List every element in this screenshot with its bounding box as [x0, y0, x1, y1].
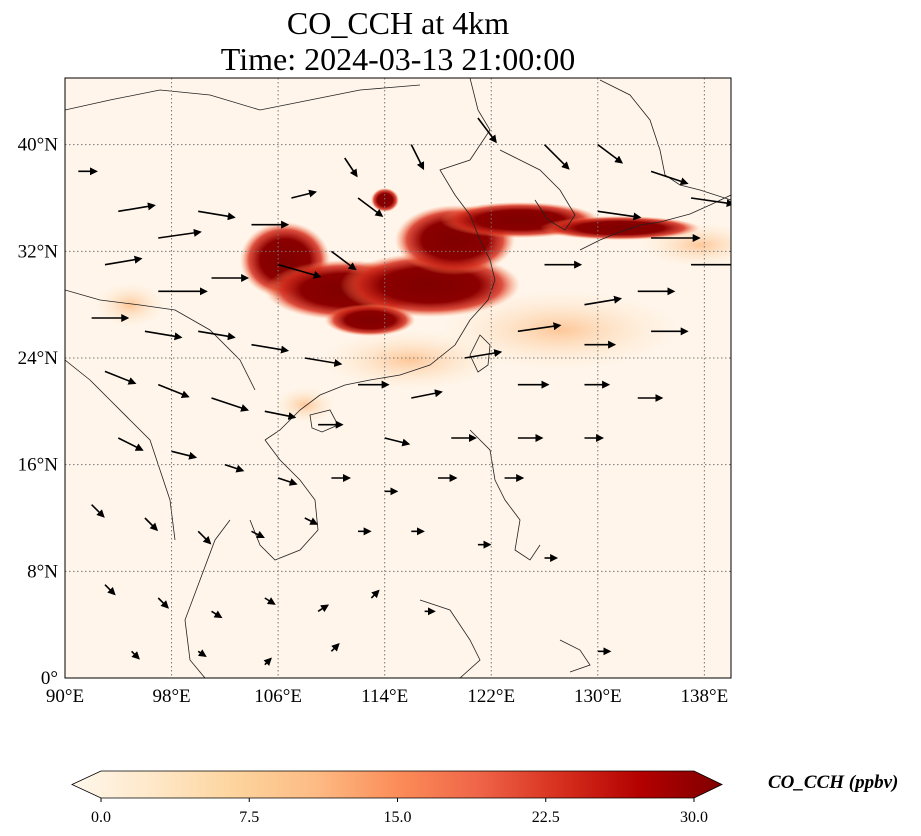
colorbar-tick-label: 30.0	[680, 809, 708, 826]
wind-arrow	[304, 357, 343, 367]
x-tick-label: 106°E	[254, 686, 302, 707]
co-plume	[240, 188, 700, 336]
wind-arrow	[198, 210, 236, 221]
wind-arrow	[144, 330, 183, 341]
wind-arrow	[157, 383, 190, 399]
land-border	[65, 289, 256, 391]
colorbar-ticks: 0.0 7.5 15.0 22.5 30.0	[91, 798, 708, 826]
low-conc-patch	[95, 283, 165, 327]
vietnam-coastline	[249, 439, 319, 561]
colorbar-body	[71, 770, 723, 799]
wind-arrow	[597, 210, 642, 221]
wind-arrow	[104, 255, 143, 266]
sulawesi-coastline	[559, 639, 591, 673]
myanmar-coastline	[65, 359, 176, 541]
y-tick-label: 8°N	[27, 561, 58, 582]
gridlines	[65, 78, 731, 678]
y-tick-label: 40°N	[18, 135, 59, 156]
russia-coastline	[599, 79, 731, 201]
colorbar-label: CO_CCH (ppbv)	[768, 772, 898, 793]
wind-arrow	[597, 144, 624, 164]
wind-arrow	[277, 477, 298, 486]
wind-arrow	[117, 437, 144, 451]
wind-arrow	[211, 397, 250, 412]
wind-arrow	[291, 189, 317, 199]
wind-arrow	[157, 597, 169, 609]
plume-core	[371, 188, 399, 212]
taiwan-coastline	[469, 334, 491, 373]
korea-coastline	[499, 149, 576, 231]
wind-arrow	[543, 144, 570, 170]
x-tick-label: 90°E	[46, 686, 84, 707]
wind-arrow	[690, 197, 731, 208]
borneo-coastline	[419, 599, 481, 678]
x-tick-label: 114°E	[361, 686, 408, 707]
chart-title: CO_CCH at 4km	[287, 5, 509, 41]
wind-arrow	[91, 504, 105, 518]
wind-arrow	[584, 295, 623, 306]
wind-arrow	[344, 157, 358, 178]
x-tick-label: 138°E	[681, 686, 729, 707]
x-tick-label: 122°E	[467, 686, 515, 707]
y-tick-label: 16°N	[18, 455, 59, 476]
colorbar: 0.0 7.5 15.0 22.5 30.0 CO_CCH (ppbv)	[71, 770, 898, 826]
malay-coastline	[184, 519, 231, 678]
wind-arrow	[224, 463, 245, 473]
wind-arrow	[410, 144, 425, 171]
x-tick-label: 130°E	[574, 686, 622, 707]
japan-coastline	[579, 194, 731, 251]
wind-arrow	[317, 604, 330, 613]
x-axis-ticks: 90°E 98°E 106°E 114°E 122°E 130°E 138°E	[46, 686, 728, 707]
wind-arrow	[171, 450, 198, 460]
wind-arrow	[211, 610, 223, 619]
wind-arrow	[370, 589, 380, 599]
y-tick-label: 24°N	[18, 348, 59, 369]
map-panel	[65, 78, 731, 678]
wind-arrow	[264, 410, 297, 421]
wind-arrow	[384, 437, 411, 447]
wind-arrow	[464, 349, 503, 359]
wind-arrow	[158, 228, 202, 239]
wind-arrow	[264, 597, 276, 605]
plume-tail	[540, 216, 700, 240]
y-axis-ticks: 0° 8°N 16°N 24°N 32°N 40°N	[18, 135, 59, 689]
wind-arrow	[517, 322, 562, 333]
y-tick-label: 32°N	[18, 241, 59, 262]
wind-arrow	[357, 197, 384, 217]
map-frame	[64, 77, 732, 679]
hainan-coastline	[309, 409, 339, 433]
colorbar-tick-label: 0.0	[91, 809, 111, 826]
wind-arrow	[477, 117, 497, 144]
low-conc-patch	[320, 330, 500, 390]
wind-arrow	[104, 584, 116, 596]
wind-arrow	[197, 649, 207, 658]
wind-arrow	[251, 530, 265, 539]
plume-core	[325, 304, 415, 336]
wind-arrow	[330, 250, 357, 271]
wind-arrow	[118, 202, 156, 213]
wind-arrow	[304, 517, 319, 525]
wind-vectors	[78, 117, 731, 667]
wind-arrow	[263, 657, 272, 667]
wind-arrow	[277, 263, 322, 279]
land-border	[65, 84, 421, 111]
wind-arrow	[251, 343, 290, 354]
wind-arrow	[197, 530, 212, 545]
wind-arrow	[330, 643, 340, 652]
wind-arrow	[144, 517, 159, 532]
chart-subtitle: Time: 2024-03-13 21:00:00	[221, 41, 575, 77]
y-tick-label: 0°	[41, 668, 58, 689]
colorbar-tick-label: 7.5	[239, 809, 259, 826]
china-coastline	[264, 78, 496, 441]
wind-arrow	[411, 389, 443, 399]
wind-arrow	[198, 330, 236, 341]
x-tick-label: 98°E	[152, 686, 190, 707]
wind-arrow	[131, 650, 140, 660]
wind-arrow	[104, 370, 137, 385]
colorbar-tick-label: 22.5	[532, 809, 560, 826]
colorbar-tick-label: 15.0	[384, 809, 412, 826]
wind-arrow	[650, 170, 689, 186]
